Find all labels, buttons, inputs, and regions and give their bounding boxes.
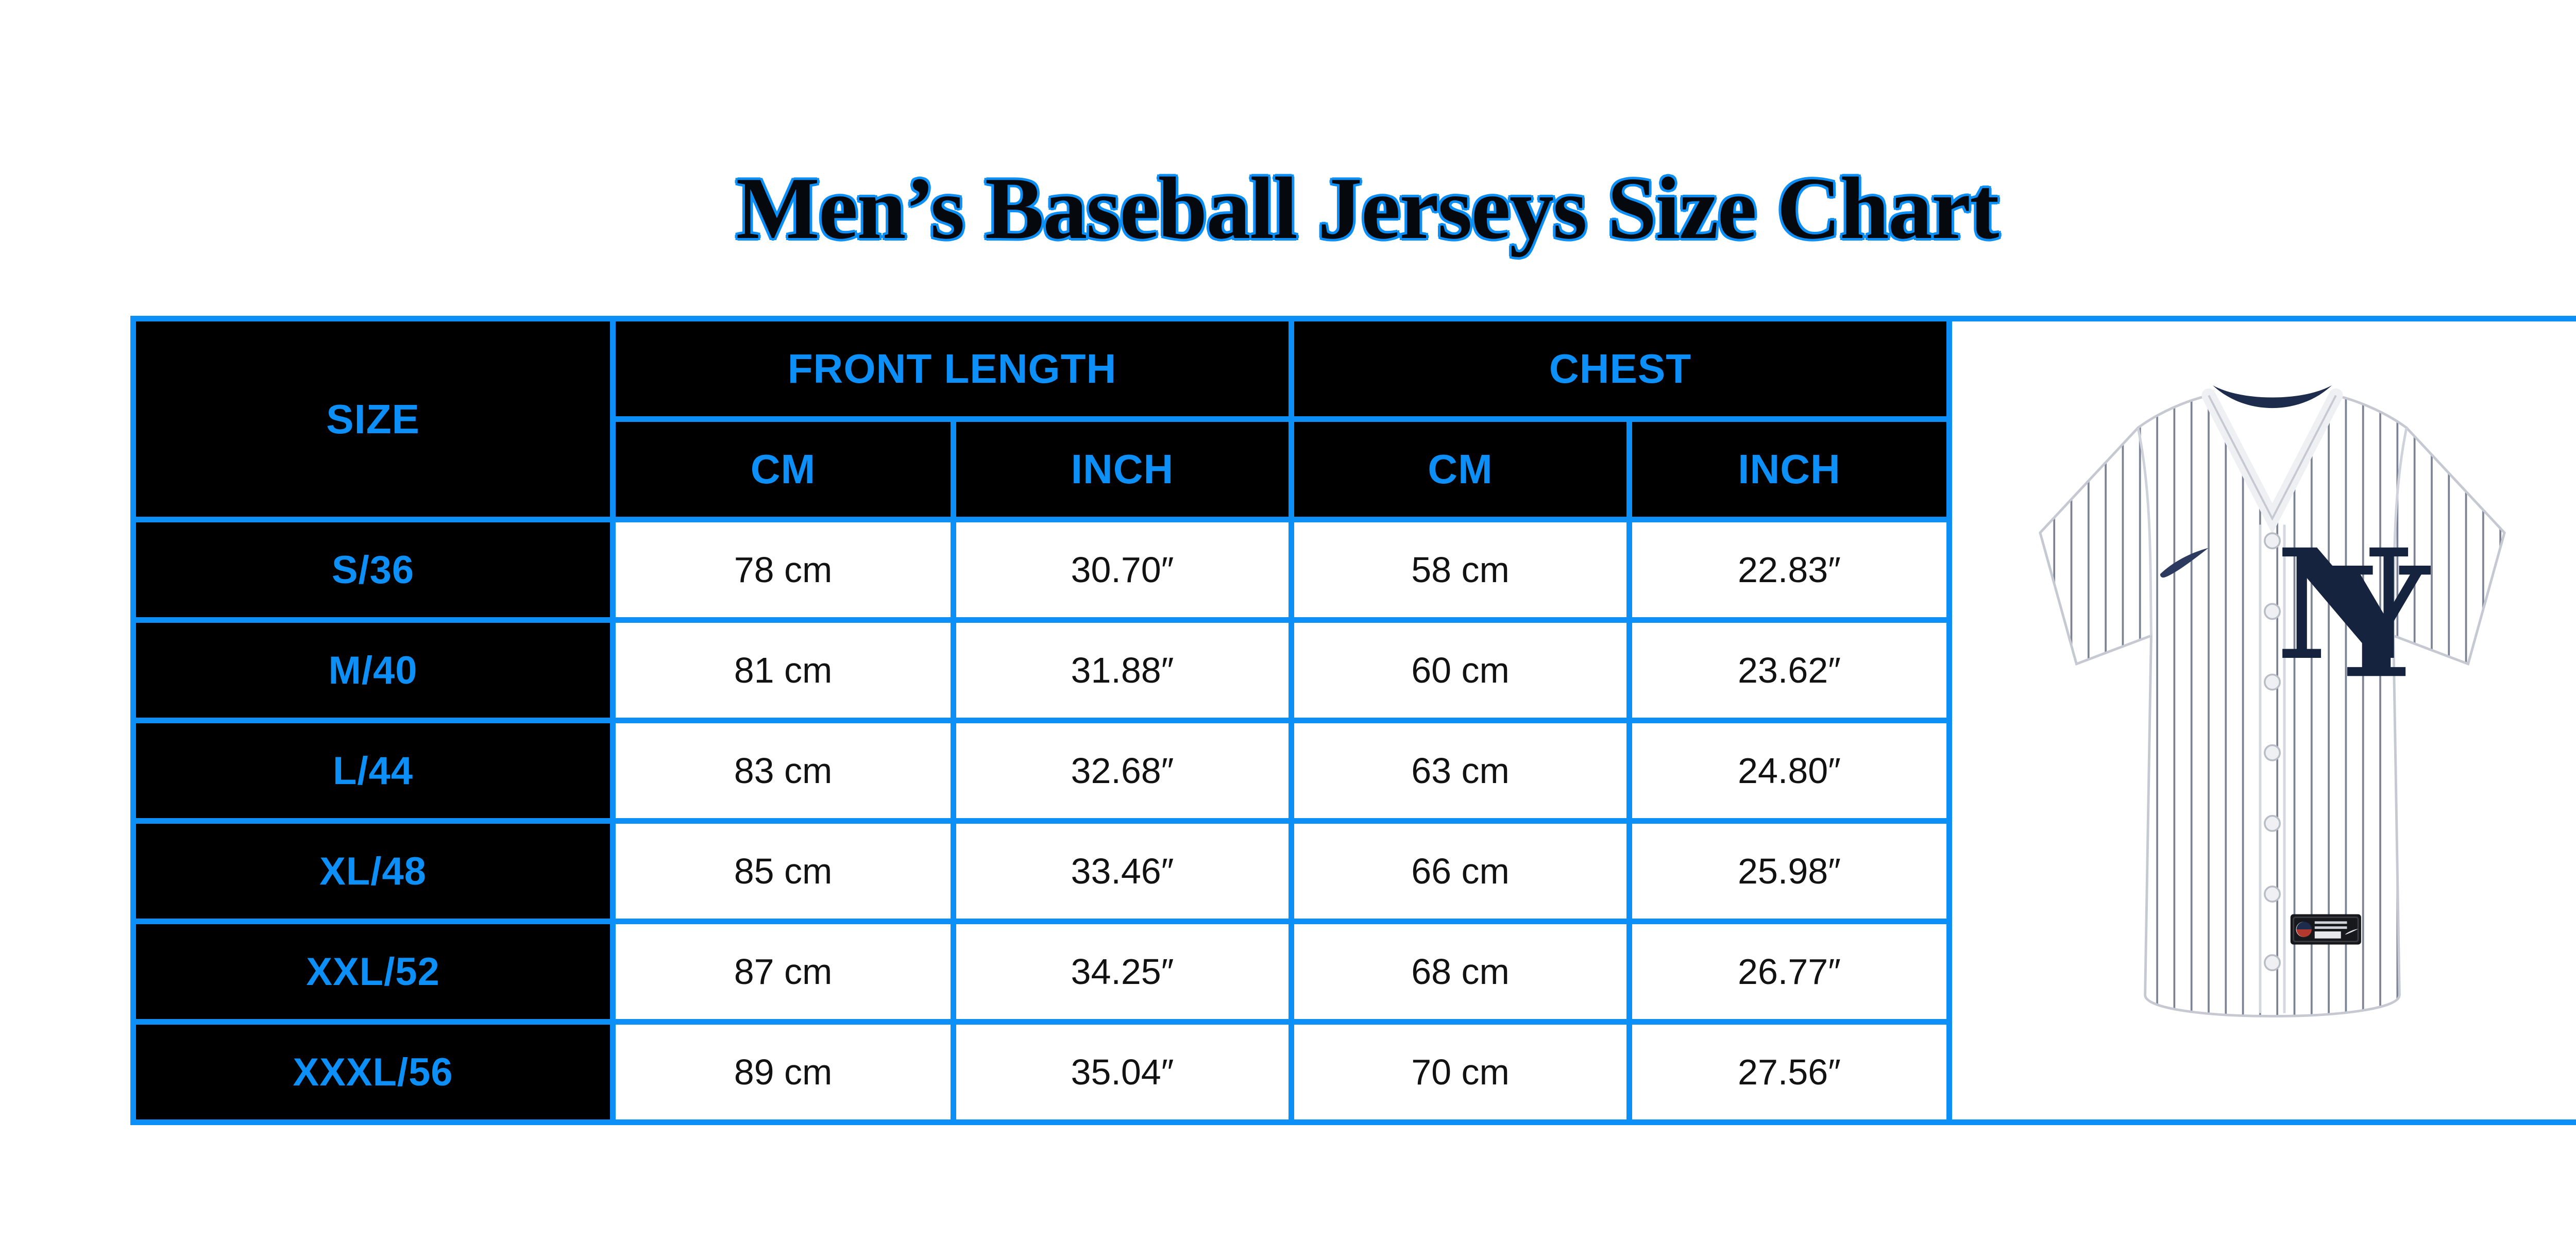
header-front-inch: INCH [956,422,1289,517]
jersey-collar-edge [2208,395,2337,521]
table-cell: 23.62″ [1632,623,1946,718]
table-cell: 34.25″ [956,924,1289,1019]
table-cell: 58 cm [1294,522,1626,617]
table-cell: 83 cm [616,723,951,818]
page-title: Men’s Baseball Jerseys Size Chart [736,160,1999,258]
table-cell: 78 cm [616,522,951,617]
header-front-cm: CM [616,422,951,517]
jersey-buttons [2264,532,2281,972]
size-label: S/36 [136,522,610,617]
jersey-image: N Y [2039,385,2506,1017]
size-label: XL/48 [136,824,610,919]
jersey-body [2039,394,2506,1017]
table-cell: 70 cm [1294,1025,1626,1119]
header-size: SIZE [136,321,610,517]
svg-text:N: N [2276,516,2414,694]
table-cell: 27.56″ [1632,1025,1946,1119]
header-chest-cm: CM [1294,422,1626,517]
svg-text:Y: Y [2319,534,2432,712]
jersey-inner-collar [2212,385,2332,409]
header-chest-inch: INCH [1632,422,1946,517]
table-cell: 32.68″ [956,723,1289,818]
jersey-left-seam [2137,427,2153,636]
table-cell: 25.98″ [1632,824,1946,919]
jersey-graphic: N Y [2039,385,2506,1017]
table-cell: 26.77″ [1632,924,1946,1019]
jersey-right-seam [2392,427,2408,636]
table-cell: 85 cm [616,824,951,919]
table-cell: 24.80″ [1632,723,1946,818]
table-cell: 89 cm [616,1025,951,1119]
header-front-length: FRONT LENGTH [616,321,1289,416]
jersey-jock-tag [2290,914,2361,945]
size-label: L/44 [136,723,610,818]
ny-logo: N Y [2276,516,2432,712]
nike-swoosh-icon [2160,548,2209,578]
jersey-placket [2259,524,2286,1013]
table-cell: 22.83″ [1632,522,1946,617]
jersey-image-panel: N Y [1952,321,2576,1119]
table-cell: 68 cm [1294,924,1626,1019]
table-cell: 66 cm [1294,824,1626,919]
table-cell: 33.46″ [956,824,1289,919]
size-label: XXXL/56 [136,1025,610,1119]
table-cell: 87 cm [616,924,951,1019]
size-chart-table: SIZE FRONT LENGTH CHEST [130,316,2576,1125]
table-cell: 30.70″ [956,522,1289,617]
table-cell: 63 cm [1294,723,1626,818]
size-label: XXL/52 [136,924,610,1019]
size-label: M/40 [136,623,610,718]
table-cell: 60 cm [1294,623,1626,718]
table-cell: 81 cm [616,623,951,718]
table-cell: 31.88″ [956,623,1289,718]
table-cell: 35.04″ [956,1025,1289,1119]
tag-swoosh-icon [2345,929,2359,935]
header-chest: CHEST [1294,321,1946,416]
